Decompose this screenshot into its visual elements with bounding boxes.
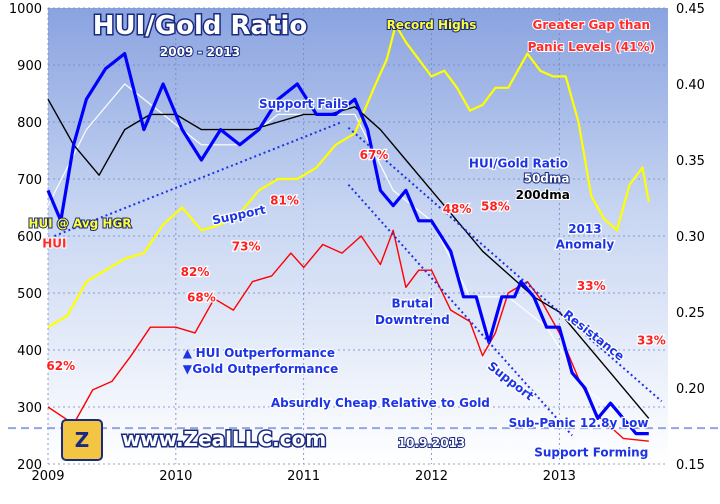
- annotation-label: HUI/Gold Ratio: [469, 157, 568, 171]
- x-tick-label: 2012: [415, 469, 448, 484]
- y-right-tick-label: 0.45: [676, 2, 705, 17]
- y-right-tick-label: 0.35: [676, 154, 705, 169]
- percent-label: 62%: [46, 359, 75, 373]
- annotation-label: Sub-Panic 12.8y Low: [509, 416, 649, 430]
- down-arrow-icon: ▼: [183, 362, 193, 376]
- y-left-tick-label: 400: [17, 344, 42, 359]
- chart-subtitle: 2009 - 2013: [160, 45, 240, 59]
- percent-label: 58%: [481, 199, 510, 213]
- zeal-logo: [61, 419, 103, 461]
- y-left-tick-label: 1000: [9, 2, 42, 17]
- series-line-50dma: [47, 83, 650, 435]
- support-trendline-lower: [347, 184, 573, 437]
- annotation-label: Support Fails: [259, 97, 348, 111]
- percent-label: 81%: [270, 194, 299, 208]
- percent-label: 33%: [577, 279, 606, 293]
- y-right-tick-label: 0.25: [676, 306, 705, 321]
- annotation-label: Greater Gap than: [532, 18, 650, 32]
- resistance-trendline: [347, 126, 663, 403]
- percent-label: 67%: [360, 148, 389, 162]
- percent-label: 82%: [181, 265, 210, 279]
- annotation-label: Panic Levels (41%): [528, 40, 655, 54]
- annotation-label: 50dma: [524, 171, 570, 185]
- annotation-label: Gold Outperformance: [192, 362, 338, 376]
- zeal-logo-mark: Z: [75, 428, 90, 452]
- percent-label: 73%: [232, 239, 261, 253]
- support-trendline: [54, 121, 343, 237]
- annotation-label: 2013: [568, 222, 601, 236]
- series-line-hui-gold-ratio: [46, 51, 649, 436]
- x-tick-label: 2009: [31, 469, 64, 484]
- annotation-label: HUI: [42, 236, 66, 250]
- y-left-tick-label: 800: [17, 116, 42, 131]
- y-right-tick-label: 0.40: [676, 78, 705, 93]
- watermark: www.ZealLLC.com: [122, 427, 326, 451]
- y-left-tick-label: 600: [17, 230, 42, 245]
- percent-label: 48%: [443, 202, 472, 216]
- percent-label: 33%: [637, 333, 666, 347]
- annotation-label: Absurdly Cheap Relative to Gold: [271, 396, 490, 410]
- chart-title: HUI/Gold Ratio: [93, 11, 308, 41]
- y-right-tick-label: 0.30: [676, 230, 705, 245]
- annotation-label: Anomaly: [556, 238, 615, 252]
- x-tick-label: 2010: [159, 469, 192, 484]
- annotation-label: 200dma: [516, 188, 570, 202]
- annotation-label: Downtrend: [375, 313, 450, 327]
- x-tick-label: 2011: [287, 469, 320, 484]
- percent-label: 68%: [187, 291, 216, 305]
- y-left-tick-label: 500: [17, 287, 42, 302]
- annotation-label: Record Highs: [387, 18, 477, 32]
- y-right-tick-label: 0.20: [676, 382, 705, 397]
- x-tick-label: 2013: [543, 469, 576, 484]
- annotation-label: Support Forming: [534, 446, 648, 460]
- annotation-label: 10.9.2013: [398, 436, 466, 450]
- y-right-tick-label: 0.15: [676, 458, 705, 473]
- y-left-tick-label: 700: [17, 173, 42, 188]
- up-arrow-icon: ▲: [183, 346, 193, 360]
- y-left-tick-label: 200: [17, 458, 42, 473]
- annotation-label: HUI Outperformance: [196, 346, 335, 360]
- y-left-tick-label: 300: [17, 401, 42, 416]
- series-line-hui-avg-hgr: [47, 24, 650, 329]
- annotation-label: HUI @ Avg HGR: [28, 216, 131, 230]
- annotation-label: Brutal: [392, 296, 434, 310]
- y-left-tick-label: 900: [17, 59, 42, 74]
